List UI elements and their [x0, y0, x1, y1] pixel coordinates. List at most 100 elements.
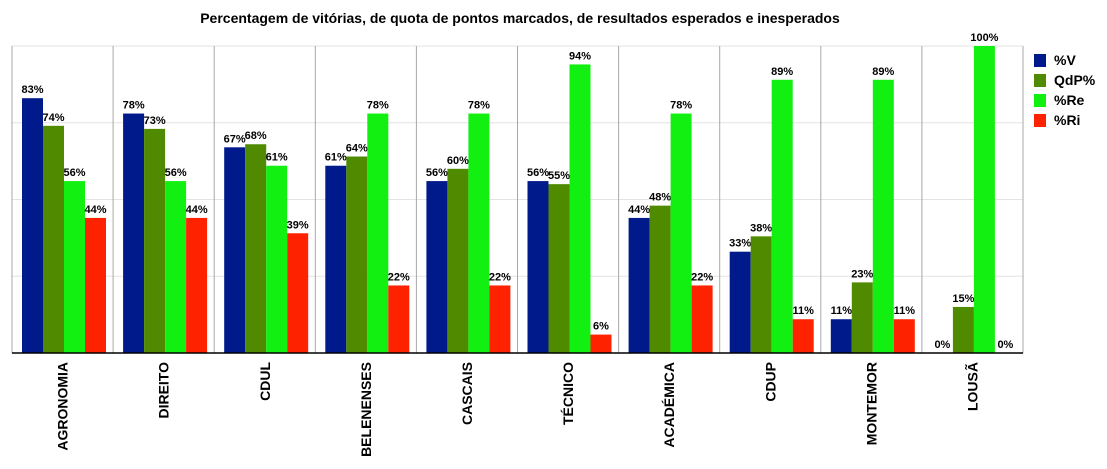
category-label: BELENENSES	[358, 362, 374, 457]
legend-item: QdP%	[1034, 70, 1095, 90]
data-label: 83%	[21, 84, 43, 96]
bar	[468, 113, 490, 353]
data-label: 38%	[750, 222, 772, 234]
bar	[771, 79, 793, 354]
category-label: MONTEMOR	[863, 362, 879, 445]
bar	[144, 128, 166, 353]
data-label: 68%	[245, 130, 267, 142]
legend-label: %Ri	[1054, 112, 1081, 128]
category-label: CASCAIS	[459, 362, 475, 425]
data-label: 94%	[569, 50, 591, 62]
data-label: 67%	[224, 133, 246, 145]
data-label: 6%	[593, 321, 609, 333]
bar	[388, 285, 410, 353]
bar	[628, 217, 650, 353]
data-label: 61%	[325, 152, 347, 164]
bar	[64, 181, 85, 353]
category-label: ACADÉMICA	[661, 362, 677, 448]
data-label: 39%	[287, 219, 309, 231]
bar	[325, 165, 347, 353]
bar	[224, 147, 246, 353]
data-label: 44%	[186, 204, 208, 216]
bar	[973, 46, 995, 353]
data-label: 78%	[468, 100, 490, 112]
legend-label: %Re	[1054, 92, 1085, 108]
bar	[569, 64, 591, 354]
data-label: 48%	[649, 192, 671, 204]
legend-swatch	[1034, 53, 1046, 67]
data-label: 100%	[970, 32, 998, 44]
data-label: 23%	[851, 268, 873, 280]
bar	[872, 79, 894, 354]
bar	[548, 184, 570, 353]
data-label: 56%	[426, 167, 448, 179]
legend-item: %Re	[1034, 90, 1095, 110]
bar	[165, 181, 187, 353]
data-label: 64%	[346, 143, 368, 155]
bar	[245, 144, 267, 353]
legend-label: %V	[1054, 52, 1076, 68]
bar	[287, 233, 309, 353]
data-label: 33%	[729, 238, 751, 250]
data-label: 60%	[447, 155, 469, 167]
data-label: 89%	[872, 66, 894, 78]
data-label: 0%	[997, 339, 1013, 351]
category-label: DIREITO	[156, 362, 172, 419]
bar	[590, 334, 612, 353]
data-label: 78%	[123, 100, 145, 112]
category-label: AGRONOMIA	[55, 362, 71, 451]
bar	[952, 306, 974, 353]
data-label: 44%	[84, 204, 106, 216]
data-label: 56%	[165, 167, 187, 179]
chart-legend: %V QdP% %Re %Ri	[1034, 50, 1095, 130]
bar	[792, 319, 814, 353]
bar	[830, 319, 852, 353]
data-label: 11%	[792, 305, 814, 317]
bar	[893, 319, 915, 353]
data-label: 22%	[489, 271, 511, 283]
legend-swatch	[1034, 73, 1046, 87]
bar	[22, 98, 43, 353]
legend-item: %Ri	[1034, 110, 1095, 130]
bar	[750, 236, 772, 353]
bar	[489, 285, 511, 353]
bar	[367, 113, 389, 353]
legend-item: %V	[1034, 50, 1095, 70]
data-label: 89%	[771, 66, 793, 78]
bar	[729, 251, 751, 353]
data-label: 22%	[388, 271, 410, 283]
data-label: 61%	[266, 152, 288, 164]
data-label: 56%	[527, 167, 549, 179]
legend-label: QdP%	[1054, 72, 1096, 88]
data-label: 44%	[628, 204, 650, 216]
data-label: 78%	[367, 100, 389, 112]
data-label: 73%	[144, 115, 166, 127]
data-label: 22%	[691, 271, 713, 283]
data-label: 78%	[670, 100, 692, 112]
chart-title: Percentagem de vitórias, de quota de pon…	[200, 10, 840, 26]
data-label: 56%	[63, 167, 85, 179]
category-label: CDUP	[762, 362, 778, 402]
bar	[851, 282, 873, 353]
bar	[426, 181, 448, 353]
data-label: 11%	[831, 305, 853, 317]
legend-swatch	[1034, 93, 1046, 107]
bar	[123, 113, 145, 353]
data-label: 74%	[42, 112, 64, 124]
bar	[649, 205, 671, 353]
data-label: 55%	[548, 170, 570, 182]
data-label: 0%	[934, 339, 950, 351]
category-label: CDUL	[257, 362, 273, 401]
bar	[670, 113, 692, 353]
data-label: 15%	[952, 293, 974, 305]
bar	[346, 156, 368, 353]
data-label: 11%	[894, 305, 916, 317]
bar	[85, 217, 106, 353]
legend-swatch	[1034, 113, 1046, 127]
bar	[527, 181, 549, 353]
bar	[186, 217, 208, 353]
bar	[447, 168, 469, 353]
bar	[43, 125, 64, 353]
bar	[266, 165, 288, 353]
